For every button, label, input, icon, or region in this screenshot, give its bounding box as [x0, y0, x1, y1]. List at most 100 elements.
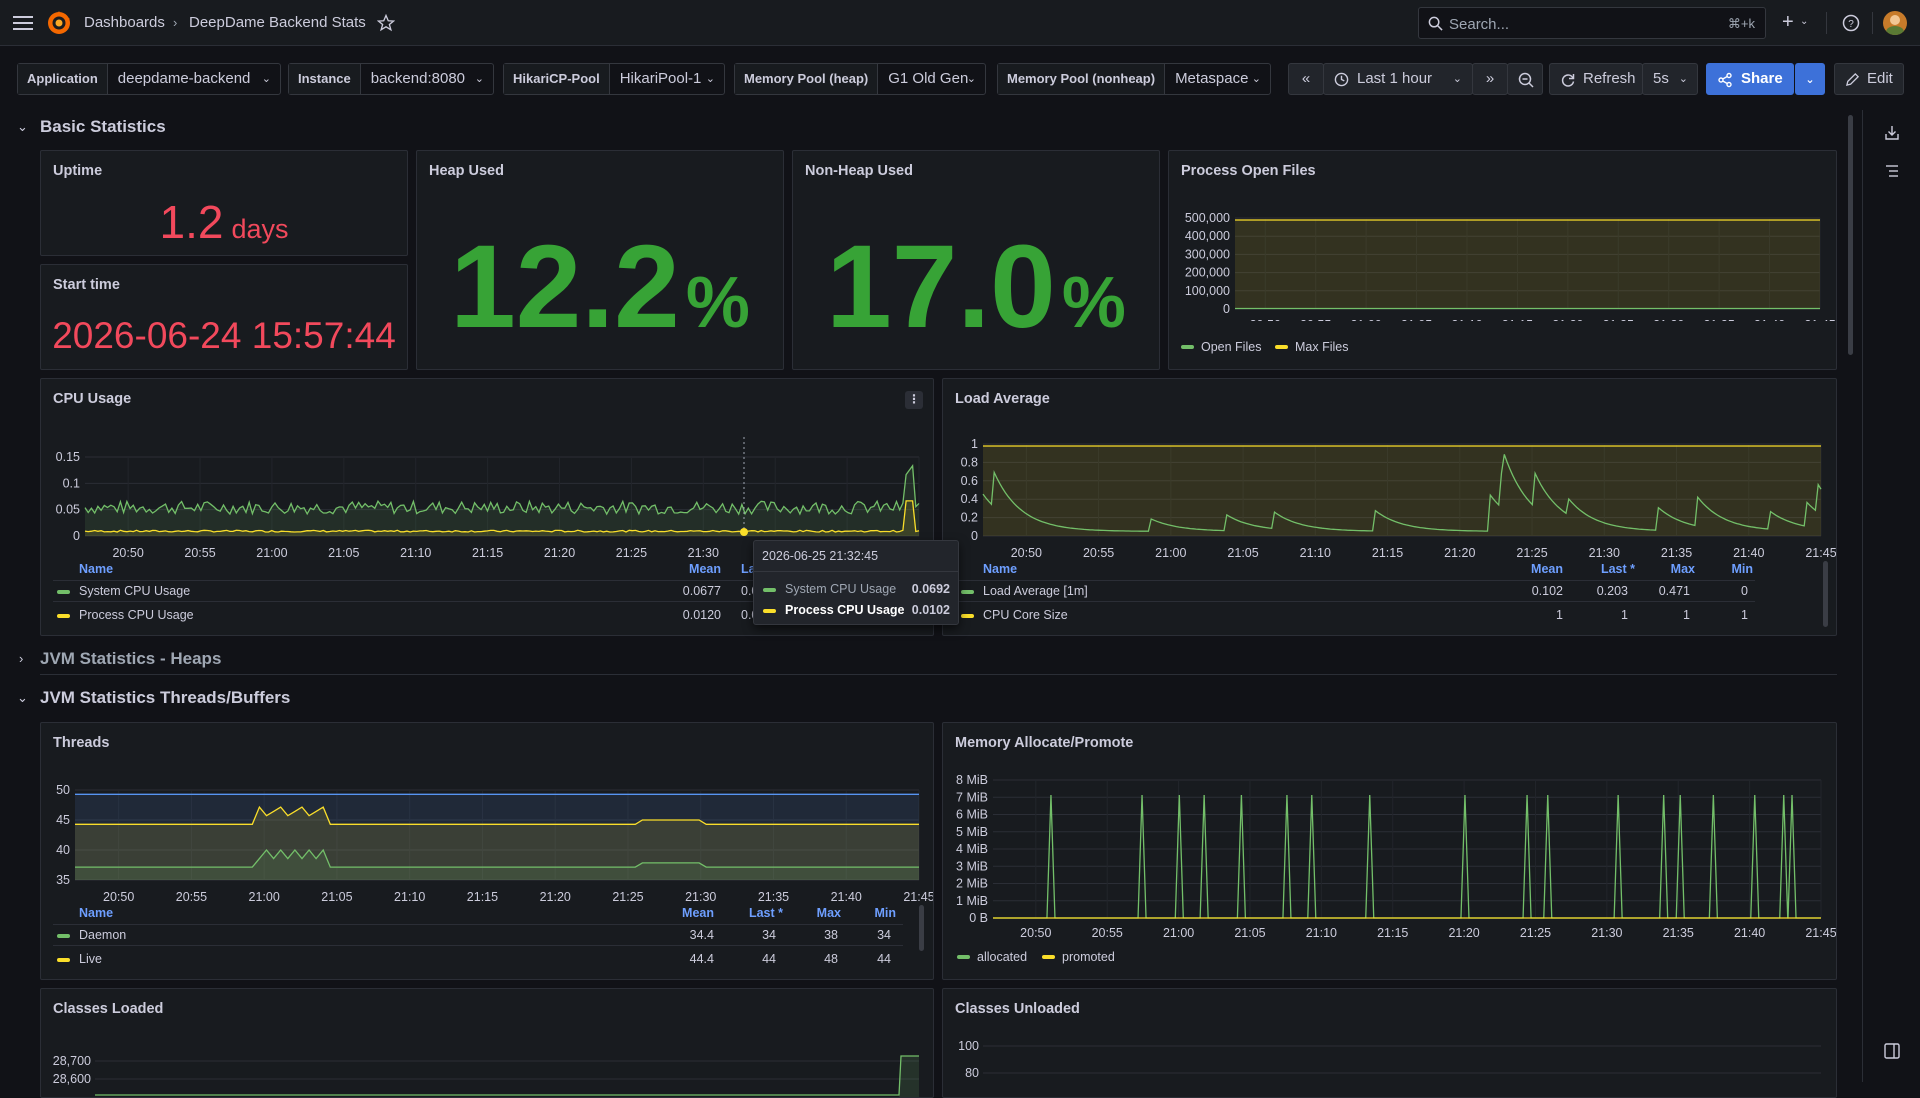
legend-scrollbar[interactable] — [1823, 561, 1828, 627]
legend-header[interactable]: Max — [1670, 562, 1695, 576]
x-tick-label: 21:30 — [688, 546, 719, 560]
legend-header[interactable]: Min — [1731, 562, 1753, 576]
time-shift-back-button[interactable]: « — [1288, 63, 1324, 95]
legend-header[interactable]: Mean — [689, 562, 721, 576]
row-title-basic-statistics[interactable]: Basic Statistics — [40, 117, 166, 136]
variable-value[interactable]: backend:8080 ⌄ — [361, 64, 493, 94]
breadcrumb-dashboards[interactable]: Dashboards — [84, 14, 165, 31]
chevron-down-icon[interactable]: ⌄ — [17, 119, 28, 134]
legend-value: 0.102 — [1531, 584, 1563, 598]
cpu-usage-chart[interactable]: 0.15 0.1 0.05 0 20:50 20:55 21:00 21:05 21:10 21:… — [41, 379, 934, 565]
legend-header[interactable]: Name — [79, 562, 114, 576]
row-title-jvm-threads-buffers[interactable]: JVM Statistics Threads/Buffers — [40, 688, 291, 707]
variable-value[interactable]: HikariPool-1 ⌄ — [610, 64, 724, 94]
memory-allocate-chart[interactable]: 8 MiB 7 MiB 6 MiB 5 MiB 4 MiB 3 MiB 2 MiB 1 MiB… — [943, 723, 1837, 943]
variable-memory-pool-nonheap[interactable]: Memory Pool (nonheap) Metaspace ⌄ — [997, 63, 1271, 95]
y-tick-label: 100 — [958, 1039, 979, 1053]
variable-value[interactable]: G1 Old Gen ⌄ — [878, 64, 985, 94]
right-rail — [1862, 110, 1920, 1082]
allocated-line — [993, 794, 1821, 919]
legend-header[interactable]: Name — [983, 562, 1018, 576]
legend-header[interactable]: Mean — [682, 906, 714, 920]
y-tick-label: 35 — [56, 873, 70, 887]
open-files-chart[interactable]: 500,000 400,000 300,000 200,000 100,000 0 20:5… — [1169, 151, 1837, 321]
chevron-down-icon: ⌄ — [1251, 73, 1261, 85]
time-range-label: Last 1 hour — [1357, 70, 1433, 87]
time-shift-forward-button[interactable]: » — [1472, 63, 1508, 95]
x-tick-label: 20:50 — [1020, 926, 1051, 940]
variable-application[interactable]: Application deepdame-backend ⌄ — [17, 63, 281, 95]
menu-icon[interactable] — [12, 14, 34, 32]
legend-header[interactable]: Last * — [1600, 562, 1635, 576]
classes-unloaded-chart[interactable]: 100 80 — [943, 989, 1837, 1098]
panel-title: Uptime — [53, 163, 103, 179]
y-tick-label: 2 MiB — [956, 877, 988, 891]
share-icon — [1718, 72, 1732, 88]
legend-header[interactable]: Last * — [748, 906, 783, 920]
chevron-right-icon[interactable]: › — [19, 651, 24, 666]
row-title-jvm-heaps[interactable]: JVM Statistics - Heaps — [40, 649, 222, 668]
x-tick-label: 21:00 — [1350, 318, 1381, 321]
share-button[interactable]: Share — [1706, 63, 1794, 95]
legend-scrollbar[interactable] — [919, 905, 924, 951]
refresh-interval-picker[interactable]: 5s ⌄ — [1642, 63, 1698, 95]
legend-row[interactable]: System CPU Usage — [57, 584, 190, 598]
x-tick-label: 21:20 — [540, 890, 571, 904]
legend-header[interactable]: Mean — [1531, 562, 1563, 576]
chevron-down-icon: ⌄ — [705, 73, 715, 85]
x-tick-label: 21:15 — [1372, 546, 1403, 560]
x-tick-label: 21:25 — [1520, 926, 1551, 940]
refresh-button[interactable]: Refresh — [1549, 63, 1643, 95]
chevron-down-icon[interactable]: ⌄ — [17, 690, 28, 705]
y-tick-label: 0 — [971, 529, 978, 543]
y-tick-label: 0.05 — [56, 503, 80, 517]
legend-item[interactable]: Max Files — [1275, 340, 1348, 354]
legend-row[interactable]: Live — [57, 952, 102, 966]
x-tick-label: 21:05 — [321, 890, 352, 904]
variable-memory-pool-heap[interactable]: Memory Pool (heap) G1 Old Gen ⌄ — [734, 63, 986, 95]
export-icon[interactable] — [1883, 124, 1901, 142]
process-cpu-line — [84, 500, 920, 533]
variable-instance[interactable]: Instance backend:8080 ⌄ — [288, 63, 494, 95]
panel-title: Threads — [53, 735, 110, 751]
dock-panel-icon[interactable] — [1883, 1042, 1901, 1060]
legend-header[interactable]: Name — [79, 906, 114, 920]
search-box[interactable]: ⌘+k — [1418, 7, 1766, 39]
variable-value[interactable]: Metaspace ⌄ — [1165, 64, 1270, 94]
variable-hikaricp-pool[interactable]: HikariCP-Pool HikariPool-1 ⌄ — [503, 63, 725, 95]
x-tick-label: 21:00 — [256, 546, 287, 560]
legend-row[interactable]: Process CPU Usage — [57, 608, 194, 622]
load-average-chart[interactable]: 1 0.8 0.6 0.4 0.2 0 20:50 20:55 21:00 21:05 21:10 2… — [943, 379, 1837, 565]
time-range-picker[interactable]: Last 1 hour ⌄ — [1323, 63, 1473, 95]
threads-chart[interactable]: 50 45 40 35 20:50 20:55 21:00 21:05 21:10 21:15 21… — [41, 723, 934, 909]
breadcrumb-separator-icon: › — [173, 15, 178, 30]
avatar[interactable] — [1883, 11, 1907, 35]
load-average-line — [982, 454, 1822, 532]
help-icon[interactable]: ? — [1842, 14, 1860, 32]
legend-header[interactable]: Min — [874, 906, 896, 920]
legend-item[interactable]: promoted — [1042, 950, 1115, 964]
add-chevron-icon[interactable]: ⌄ — [1800, 16, 1809, 27]
add-icon[interactable]: + — [1782, 11, 1794, 33]
edit-button[interactable]: Edit — [1834, 63, 1904, 95]
legend-item[interactable]: allocated — [957, 950, 1027, 964]
clock-icon — [1334, 72, 1349, 87]
legend-header[interactable]: Max — [816, 906, 841, 920]
legend-item[interactable]: Open Files — [1181, 340, 1261, 354]
grafana-logo-icon[interactable] — [46, 10, 72, 36]
zoom-out-button[interactable] — [1507, 63, 1543, 95]
outline-icon[interactable] — [1883, 162, 1901, 180]
legend-row[interactable]: CPU Core Size — [961, 608, 1068, 622]
panel-menu-icon[interactable]: ⋮ — [905, 391, 923, 409]
search-input[interactable] — [1449, 14, 1699, 34]
x-tick-label: 21:00 — [249, 890, 280, 904]
legend-row[interactable]: Daemon — [57, 928, 126, 942]
share-options-button[interactable]: ⌄ — [1795, 63, 1825, 95]
x-tick-label: 21:40 — [831, 890, 862, 904]
legend-value: 48 — [824, 952, 838, 966]
star-icon[interactable] — [377, 14, 395, 32]
variable-value[interactable]: deepdame-backend ⌄ — [108, 64, 280, 94]
scrollbar[interactable] — [1848, 115, 1853, 355]
legend-row[interactable]: Load Average [1m] — [961, 584, 1088, 598]
breadcrumb-current: DeepDame Backend Stats — [189, 14, 366, 31]
